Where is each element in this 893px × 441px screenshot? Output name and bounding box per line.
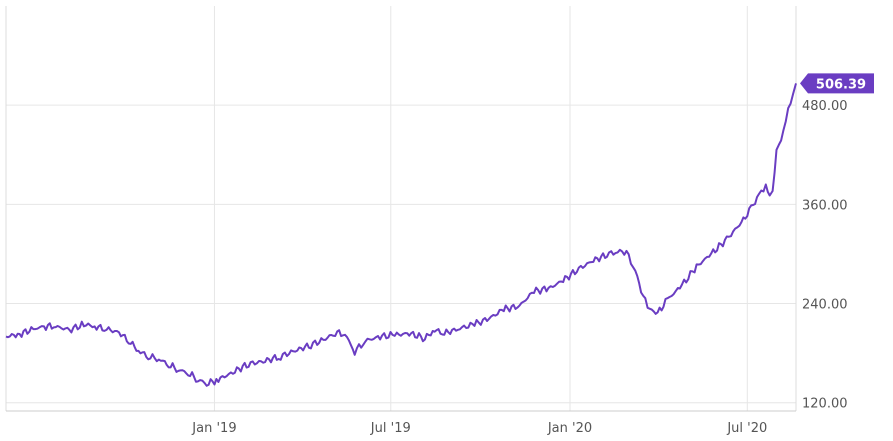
y-tick-label: 120.00 [802, 397, 848, 412]
y-tick-label: 240.00 [802, 298, 848, 313]
last-value-label: 506.39 [816, 77, 866, 92]
x-tick-label: Jul '20 [726, 421, 767, 436]
y-axis-ticks: 120.00 240.00 360.00 480.00 [802, 99, 848, 412]
y-tick-label: 480.00 [802, 99, 848, 114]
grid-lines [6, 6, 796, 411]
x-tick-label: Jan '20 [547, 421, 592, 436]
series-group [5, 83, 797, 387]
x-tick-label: Jul '19 [370, 421, 411, 436]
series-line [5, 83, 797, 387]
x-axis-ticks: Jan '19 Jul '19 Jan '20 Jul '20 [191, 421, 767, 436]
y-tick-label: 360.00 [802, 198, 848, 213]
last-value-badge-shape [800, 73, 874, 94]
last-value-badge: 506.39 [800, 73, 874, 94]
x-tick-label: Jan '19 [191, 421, 236, 436]
axis-lines [5, 6, 797, 412]
